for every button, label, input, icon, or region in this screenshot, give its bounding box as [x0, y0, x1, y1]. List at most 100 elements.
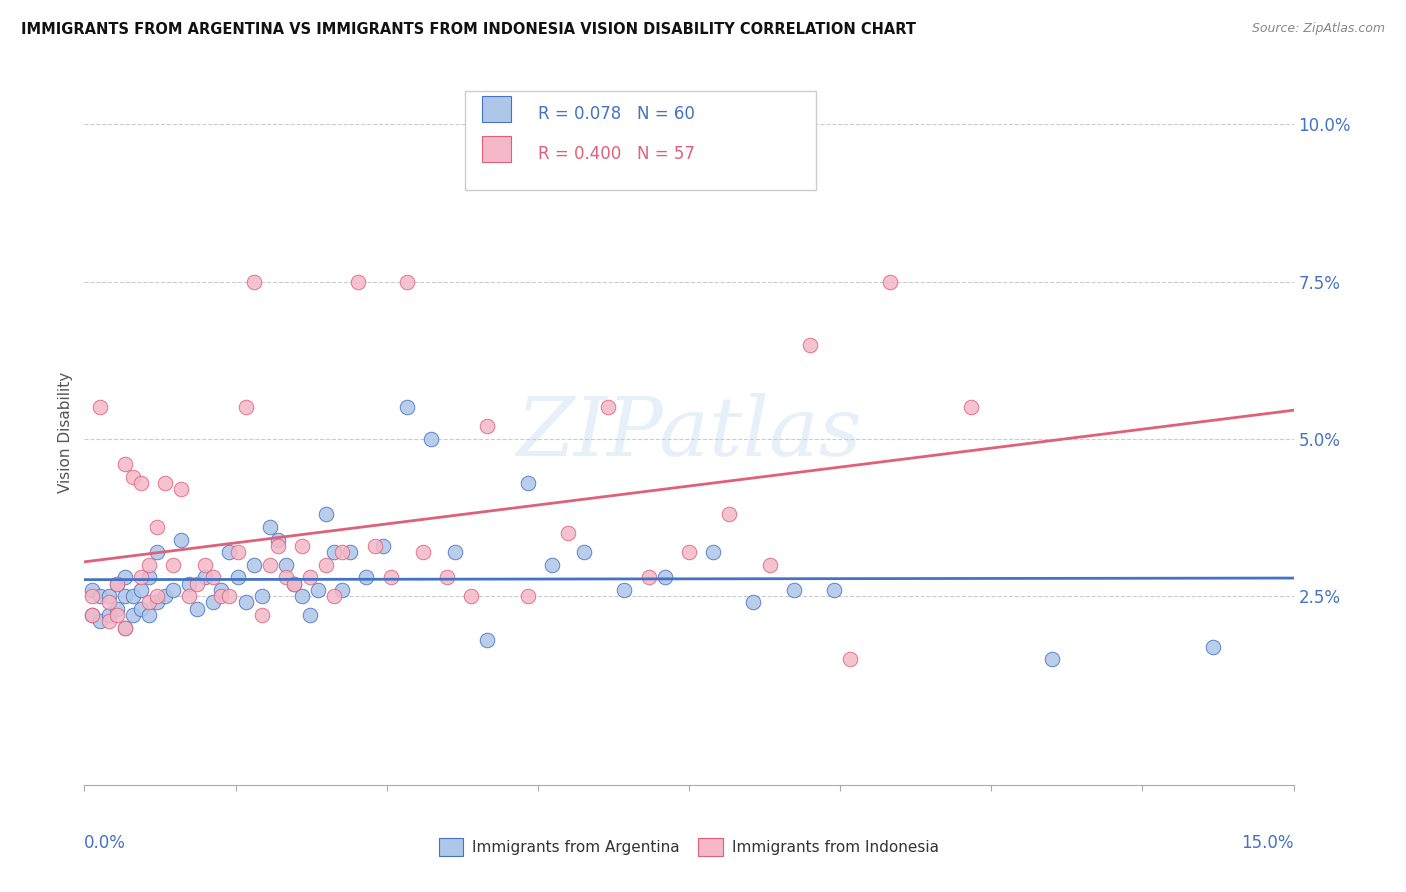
- Point: [420, 432, 443, 446]
- Point: [960, 401, 983, 415]
- Text: IMMIGRANTS FROM ARGENTINA VS IMMIGRANTS FROM INDONESIA VISION DISABILITY CORRELA: IMMIGRANTS FROM ARGENTINA VS IMMIGRANTS …: [21, 22, 917, 37]
- Point: [395, 275, 418, 289]
- Text: R = 0.400   N = 57: R = 0.400 N = 57: [538, 145, 695, 163]
- Text: ZIPatlas: ZIPatlas: [516, 392, 862, 473]
- Point: [250, 608, 273, 623]
- Point: [114, 621, 136, 635]
- Point: [823, 582, 845, 597]
- Point: [1202, 640, 1225, 654]
- Point: [146, 520, 169, 534]
- Point: [613, 582, 636, 597]
- Point: [267, 533, 290, 547]
- Point: [89, 401, 111, 415]
- Point: [460, 589, 482, 603]
- Point: [129, 582, 152, 597]
- Legend: Immigrants from Argentina, Immigrants from Indonesia: Immigrants from Argentina, Immigrants fr…: [433, 832, 945, 862]
- Point: [242, 275, 264, 289]
- Point: [516, 475, 538, 490]
- Point: [1040, 652, 1063, 666]
- Point: [121, 608, 143, 623]
- Point: [105, 576, 128, 591]
- Point: [114, 457, 136, 471]
- Point: [162, 558, 184, 572]
- Point: [235, 401, 257, 415]
- Point: [380, 570, 402, 584]
- Point: [138, 595, 160, 609]
- Point: [114, 589, 136, 603]
- Point: [637, 570, 659, 584]
- Point: [97, 615, 120, 629]
- Point: [274, 570, 297, 584]
- Point: [138, 570, 160, 584]
- Point: [114, 570, 136, 584]
- Point: [209, 589, 232, 603]
- Point: [347, 275, 370, 289]
- Point: [477, 633, 499, 648]
- Point: [226, 570, 249, 584]
- Point: [114, 621, 136, 635]
- Point: [718, 508, 741, 522]
- Point: [129, 475, 152, 490]
- Point: [153, 589, 176, 603]
- Point: [235, 595, 257, 609]
- Point: [783, 582, 806, 597]
- Point: [283, 576, 305, 591]
- Point: [412, 545, 434, 559]
- Point: [105, 601, 128, 615]
- Point: [315, 508, 337, 522]
- Point: [146, 545, 169, 559]
- Point: [129, 570, 152, 584]
- Point: [339, 545, 361, 559]
- Point: [758, 558, 780, 572]
- Point: [291, 589, 314, 603]
- Point: [82, 589, 104, 603]
- Point: [202, 570, 225, 584]
- FancyBboxPatch shape: [482, 136, 512, 162]
- Point: [153, 475, 176, 490]
- Point: [323, 545, 346, 559]
- Point: [186, 601, 208, 615]
- FancyBboxPatch shape: [482, 96, 512, 122]
- Point: [129, 601, 152, 615]
- Point: [146, 589, 169, 603]
- Point: [259, 558, 281, 572]
- Point: [315, 558, 337, 572]
- Point: [82, 608, 104, 623]
- Point: [202, 595, 225, 609]
- Point: [444, 545, 467, 559]
- Point: [97, 589, 120, 603]
- Point: [541, 558, 564, 572]
- Point: [97, 595, 120, 609]
- Point: [162, 582, 184, 597]
- Point: [209, 582, 232, 597]
- Point: [283, 576, 305, 591]
- Text: 15.0%: 15.0%: [1241, 834, 1294, 852]
- Point: [138, 608, 160, 623]
- FancyBboxPatch shape: [465, 91, 815, 189]
- Point: [299, 608, 322, 623]
- Point: [105, 576, 128, 591]
- Point: [259, 520, 281, 534]
- Point: [170, 533, 193, 547]
- Point: [105, 608, 128, 623]
- Point: [839, 652, 862, 666]
- Point: [557, 526, 579, 541]
- Point: [291, 539, 314, 553]
- Point: [436, 570, 458, 584]
- Point: [138, 558, 160, 572]
- Point: [89, 589, 111, 603]
- Point: [82, 582, 104, 597]
- Text: 0.0%: 0.0%: [84, 834, 127, 852]
- Point: [598, 401, 620, 415]
- Point: [371, 539, 394, 553]
- Point: [194, 558, 217, 572]
- Point: [226, 545, 249, 559]
- Point: [218, 589, 240, 603]
- Point: [82, 608, 104, 623]
- Point: [742, 595, 765, 609]
- Point: [242, 558, 264, 572]
- Point: [654, 570, 676, 584]
- Point: [179, 589, 201, 603]
- Point: [330, 582, 353, 597]
- Point: [477, 419, 499, 434]
